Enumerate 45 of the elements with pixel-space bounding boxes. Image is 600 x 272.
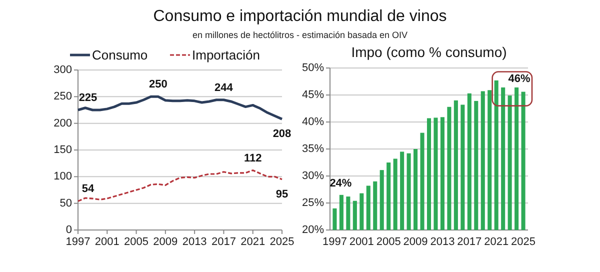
y-tick-label: 30%: [302, 170, 324, 182]
y-tick-label: 150: [54, 144, 72, 156]
y-tick-label: 250: [54, 90, 72, 103]
x-tick-label: 1997: [66, 236, 90, 248]
y-tick-label: 40%: [302, 116, 324, 128]
chart-title: Consumo e importación mundial de vinos: [153, 8, 447, 25]
y-tick-label: 100: [54, 170, 72, 183]
y-tick-label: 45%: [302, 89, 324, 101]
y-tick-label: 0: [66, 224, 72, 236]
text: en millones de hectólitros - estimación basada en OIV: [192, 30, 408, 40]
data-label: 46%: [508, 72, 531, 85]
x-tick-label: 2013: [182, 236, 207, 248]
x-tick-label: 2009: [403, 236, 428, 248]
line-series: [76, 95, 284, 120]
legend-label: Consumo: [92, 48, 148, 63]
x-tick-label: 2009: [153, 236, 178, 248]
x-tick-label: 1997: [322, 236, 347, 248]
data-label: 208: [272, 128, 292, 140]
data-label: 225: [78, 92, 98, 104]
x-tick-label: 2017: [211, 236, 236, 248]
y-tick-label: 50%: [302, 62, 324, 74]
x-tick-label: 2017: [457, 236, 482, 248]
y-tick-label: 20%: [302, 224, 324, 236]
data-label: 24%: [330, 177, 352, 190]
y-tick-label: 50: [60, 197, 72, 210]
x-tick-label: 2005: [376, 236, 401, 248]
data-label: 112: [244, 152, 262, 164]
x-tick-label: 2025: [270, 236, 294, 248]
y-tick-label: 35%: [302, 143, 324, 155]
data-label: 244: [214, 82, 234, 94]
chart-title: Impo (como % consumo): [351, 44, 507, 60]
x-tick-label: 2021: [484, 236, 509, 248]
x-tick-label: 2005: [124, 236, 149, 248]
x-tick-label: 2025: [511, 236, 536, 248]
y-tick-label: 300: [54, 64, 72, 76]
data-label: 95: [276, 188, 288, 200]
y-tick-label: 25%: [302, 197, 324, 209]
legend-label: Importación: [192, 48, 260, 63]
x-tick-label: 2001: [94, 236, 120, 248]
x-tick-label: 2021: [240, 236, 266, 248]
y-tick-label: 200: [54, 117, 72, 130]
data-label: 250: [148, 78, 168, 91]
x-tick-label: 2001: [349, 236, 374, 248]
x-tick-label: 2013: [430, 236, 455, 248]
data-label: 54: [82, 183, 95, 196]
